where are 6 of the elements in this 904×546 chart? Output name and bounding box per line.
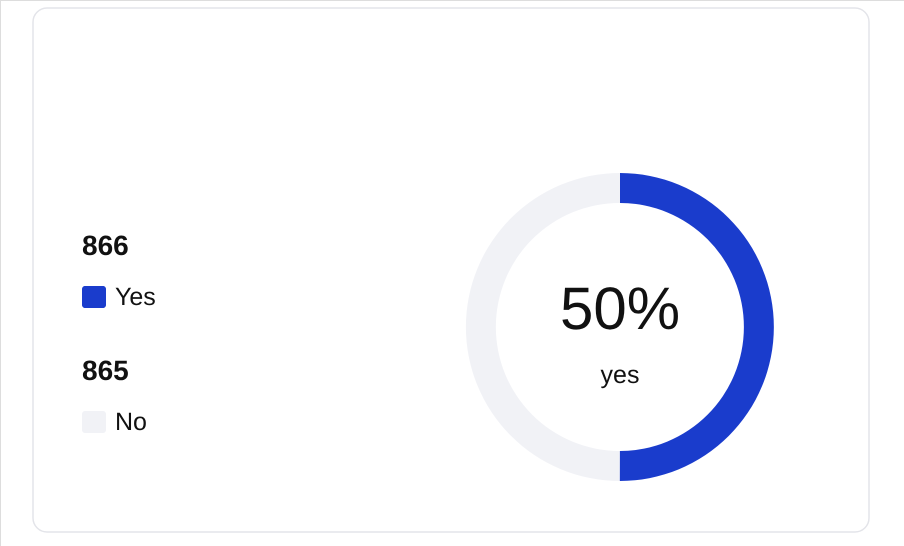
data-label: 865 [82, 355, 129, 386]
legend-label: Yes [115, 283, 156, 311]
legend-label: No [115, 408, 147, 436]
text: yes [600, 361, 640, 389]
text: 50% [560, 275, 680, 342]
data-label: 866 [82, 230, 129, 261]
